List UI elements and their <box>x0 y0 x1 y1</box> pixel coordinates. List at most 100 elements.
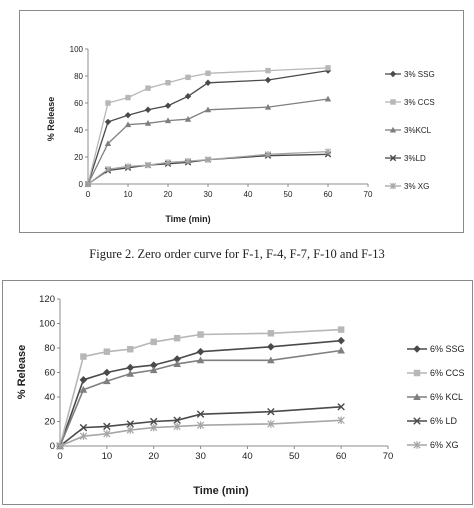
legend-label: 3% XG <box>404 182 429 191</box>
x-tick-label: 20 <box>148 451 159 462</box>
data-point <box>79 432 88 440</box>
y-tick-label: 60 <box>44 368 55 379</box>
legend-label: 3% SSG <box>404 70 435 79</box>
data-point <box>267 356 275 364</box>
legend-entry: 3%LD <box>385 154 426 163</box>
data-point <box>184 93 192 100</box>
legend-entry: 3% CCS <box>385 98 435 107</box>
data-point <box>79 385 88 393</box>
data-point <box>150 338 157 346</box>
chart-6-percent: 0 20 40 60 80 100 120 0 10 20 30 40 50 60 70 Time (min)… <box>16 294 465 497</box>
data-point <box>196 356 205 364</box>
legend-marker <box>413 345 421 353</box>
y-tick-label: 80 <box>74 72 83 81</box>
data-point <box>196 347 205 356</box>
series-4 <box>84 148 332 188</box>
x-tick-label: 30 <box>204 190 213 199</box>
data-point <box>103 422 111 431</box>
data-point <box>124 163 132 170</box>
data-point <box>324 95 332 102</box>
data-point <box>185 74 191 81</box>
data-point <box>267 330 275 337</box>
data-point <box>337 403 345 411</box>
data-point <box>324 148 332 155</box>
x-tick-label: 0 <box>86 190 91 199</box>
legend-marker <box>413 441 421 449</box>
data-point <box>196 421 205 429</box>
data-point <box>105 100 111 106</box>
y-tick-label: 60 <box>74 99 83 108</box>
chart-3-percent: 0 20 40 60 80 100 0 10 20 30 40 50 60 70 Time (min) % R… <box>46 45 435 224</box>
data-point <box>149 417 158 426</box>
series-1 <box>56 326 345 450</box>
data-point <box>204 106 212 113</box>
legend-marker <box>413 393 421 401</box>
x-tick-label: 50 <box>284 190 293 199</box>
legend-label: 6% XG <box>430 440 459 450</box>
data-point <box>184 116 192 122</box>
data-point <box>79 423 88 432</box>
legend-entry: 6% CCS <box>407 368 465 378</box>
y-tick-label: 120 <box>39 294 55 305</box>
data-point <box>150 423 158 432</box>
y-tick-label: 100 <box>70 45 84 54</box>
legend-marker <box>389 182 397 190</box>
x-axis-title: Time (min) <box>193 485 249 497</box>
legend-label: 6% KCL <box>430 392 463 402</box>
data-point <box>103 429 111 438</box>
legend-label: 6% LD <box>430 416 458 426</box>
data-point <box>164 159 172 166</box>
x-tick-label: 50 <box>289 451 300 462</box>
x-axis-title: Time (min) <box>165 214 210 224</box>
data-point <box>204 79 212 86</box>
y-axis-title: % Release <box>46 97 56 142</box>
legend-entry: 6% KCL <box>407 392 463 402</box>
x-tick-label: 70 <box>364 190 373 199</box>
legend-label: 3% CCS <box>404 98 435 107</box>
y-tick-label: 20 <box>44 417 55 428</box>
figure-caption: Figure 2. Zero order curve for F-1, F-4,… <box>89 247 385 261</box>
data-point <box>173 416 181 424</box>
legend-marker <box>413 417 421 425</box>
data-point <box>56 442 64 450</box>
x-tick-label: 40 <box>244 190 253 199</box>
y-axis-title: % Release <box>16 345 28 399</box>
legend-entry: 3% XG <box>385 182 429 191</box>
data-point <box>104 140 112 147</box>
data-point <box>173 334 181 342</box>
data-point <box>103 368 111 377</box>
data-point <box>165 80 171 86</box>
data-point <box>173 360 181 367</box>
data-point <box>124 121 132 128</box>
data-point <box>80 353 87 360</box>
data-point <box>124 111 132 119</box>
series-2 <box>84 95 332 187</box>
legend-marker <box>389 126 397 133</box>
data-point <box>184 157 192 165</box>
data-point <box>125 94 131 101</box>
y-tick-label: 0 <box>50 441 55 452</box>
data-point <box>149 366 158 374</box>
data-point <box>173 422 181 431</box>
x-tick-label: 60 <box>336 451 347 462</box>
data-point <box>337 336 345 345</box>
x-tick-label: 10 <box>102 451 113 462</box>
data-point <box>84 180 92 188</box>
legend-entry: 3%KCL <box>385 126 432 135</box>
legend-marker <box>389 154 397 162</box>
legend-marker <box>413 369 421 377</box>
chart-6-percent-panel: 0 20 40 60 80 100 120 0 10 20 30 40 50 60 70 Time (min)… <box>2 280 473 505</box>
data-point <box>264 151 272 158</box>
data-point <box>126 369 135 377</box>
data-point <box>145 85 151 91</box>
data-point <box>173 355 181 363</box>
legend-marker <box>390 99 396 105</box>
legend-marker <box>389 70 397 78</box>
data-point <box>325 65 331 71</box>
legend-entry: 6% SSG <box>407 344 465 354</box>
data-point <box>196 410 205 418</box>
x-tick-label: 70 <box>383 451 394 462</box>
data-point <box>197 331 204 338</box>
legend-label: 3%LD <box>404 154 426 163</box>
data-point <box>164 117 172 124</box>
